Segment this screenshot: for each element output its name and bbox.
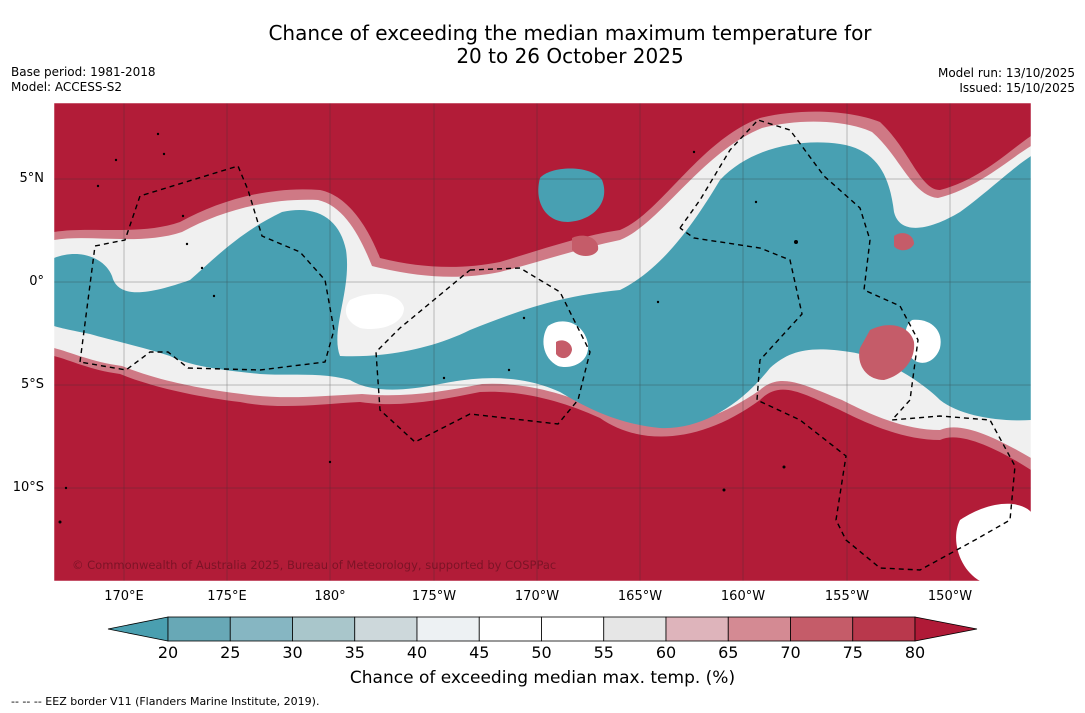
base-info: Base period: 1981-2018 Model: ACCESS-S2 bbox=[11, 65, 156, 95]
colorbar bbox=[107, 616, 978, 642]
colorbar-tick-label: 20 bbox=[157, 643, 179, 662]
copyright-notice: © Commonwealth of Australia 2025, Bureau… bbox=[72, 558, 557, 572]
colorbar-segment bbox=[478, 616, 542, 642]
model-name: Model: ACCESS-S2 bbox=[11, 80, 123, 94]
colorbar-tick-label: 45 bbox=[469, 643, 490, 662]
base-period: Base period: 1981-2018 bbox=[11, 65, 156, 79]
colorbar-tick-label: 60 bbox=[655, 643, 677, 662]
colorbar-segment bbox=[167, 616, 231, 642]
eez-borders bbox=[79, 119, 1016, 571]
model-run: Model run: 13/10/2025 bbox=[937, 66, 1075, 80]
map-frame bbox=[53, 102, 1032, 582]
colorbar-segment bbox=[416, 616, 480, 642]
colorbar-segment bbox=[354, 616, 418, 642]
lon-label-160w: 160°W bbox=[720, 589, 766, 604]
graticule bbox=[54, 103, 1031, 581]
colorbar-tick-label: 80 bbox=[904, 643, 926, 662]
colorbar-tick-label: 25 bbox=[220, 643, 241, 662]
colorbar-tick-label: 75 bbox=[842, 643, 863, 662]
title-line-1: Chance of exceeding the median maximum t… bbox=[268, 21, 872, 45]
colorbar-segment bbox=[790, 616, 854, 642]
lon-label-170w: 170°W bbox=[514, 589, 560, 604]
lon-label-170e: 170°E bbox=[104, 589, 144, 604]
colorbar-tick-label: 50 bbox=[531, 643, 552, 662]
colorbar-segment bbox=[603, 616, 667, 642]
colorbar-segment bbox=[292, 616, 356, 642]
colorbar-tick-label: 55 bbox=[593, 643, 614, 662]
map-plot bbox=[54, 103, 1031, 581]
warm-patches bbox=[556, 233, 915, 380]
colorbar-arrow-low bbox=[107, 616, 169, 642]
lon-label-175e: 175°E bbox=[207, 589, 247, 604]
colorbar-arrow-high bbox=[914, 616, 978, 642]
lon-label-155w: 155°W bbox=[824, 589, 870, 604]
map-title: Chance of exceeding the median maximum t… bbox=[0, 22, 1085, 68]
colorbar-segment bbox=[541, 616, 605, 642]
colorbar-segment bbox=[229, 616, 293, 642]
lon-label-175w: 175°W bbox=[411, 589, 457, 604]
lon-label-150w: 150°W bbox=[927, 589, 973, 604]
lat-label-10s: 10°S bbox=[12, 480, 44, 495]
colorbar-title: Chance of exceeding median max. temp. (%… bbox=[349, 668, 736, 688]
colorbar-segment bbox=[852, 616, 916, 642]
colorbar-tick-label: 70 bbox=[780, 643, 801, 662]
lon-label-180: 180° bbox=[314, 589, 346, 604]
title-line-2: 20 to 26 October 2025 bbox=[456, 44, 684, 68]
colorbar-tick-label: 40 bbox=[406, 643, 428, 662]
below-median-field bbox=[54, 142, 1031, 429]
neutral-patches bbox=[345, 293, 1031, 581]
lat-label-0: 0° bbox=[29, 274, 44, 289]
lon-label-165w: 165°W bbox=[617, 589, 663, 604]
issued-date: Issued: 15/10/2025 bbox=[959, 81, 1075, 95]
lat-label-5s: 5°S bbox=[20, 377, 44, 392]
colorbar-tick-label: 30 bbox=[282, 643, 303, 662]
colorbar-tick-label: 35 bbox=[344, 643, 365, 662]
eez-footnote: -- -- -- EEZ border V11 (Flanders Marine… bbox=[11, 695, 320, 708]
colorbar-segment bbox=[665, 616, 729, 642]
colorbar-tick-label: 65 bbox=[718, 643, 739, 662]
run-info: Model run: 13/10/2025 Issued: 15/10/2025 bbox=[938, 66, 1075, 96]
lat-label-5n: 5°N bbox=[19, 171, 45, 186]
colorbar-segment bbox=[727, 616, 791, 642]
islands bbox=[58, 132, 798, 524]
